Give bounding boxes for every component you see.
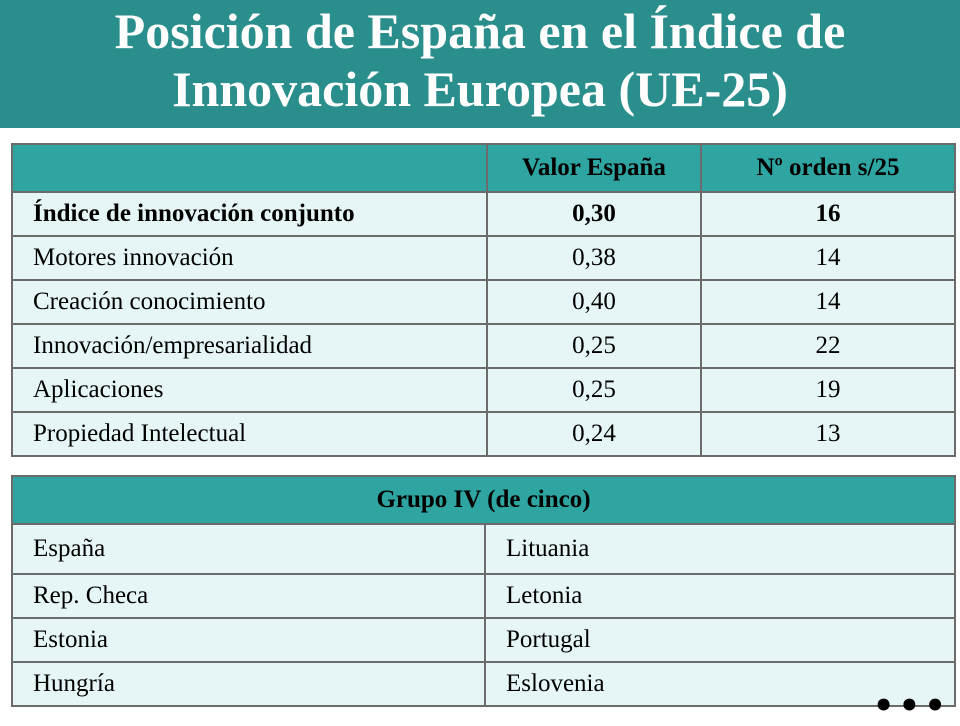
row-label: Propiedad Intelectual bbox=[11, 411, 488, 457]
slide-title: Posición de España en el Índice de Innov… bbox=[0, 2, 960, 118]
row-valor: 0,40 bbox=[486, 279, 702, 325]
row-orden: 19 bbox=[700, 367, 956, 413]
header-cell-empty bbox=[11, 143, 488, 193]
row-orden: 14 bbox=[700, 279, 956, 325]
row-valor: 0,25 bbox=[486, 367, 702, 413]
table-row: Propiedad Intelectual 0,24 13 bbox=[11, 411, 956, 457]
table-header-row: Valor España Nº orden s/25 bbox=[11, 143, 956, 193]
slide-title-line-2: Innovación Europea (UE-25) bbox=[172, 61, 788, 117]
country-cell: Rep. Checa bbox=[11, 573, 486, 619]
header-cell-valor: Valor España bbox=[486, 143, 702, 193]
title-bar: Posición de España en el Índice de Innov… bbox=[0, 0, 960, 128]
country-cell: Eslovenia bbox=[484, 661, 956, 707]
row-label: Motores innovación bbox=[11, 235, 488, 281]
country-cell: Lituania bbox=[484, 523, 956, 575]
country-cell: Letonia bbox=[484, 573, 956, 619]
country-cell: Hungría bbox=[11, 661, 486, 707]
table-row: Estonia Portugal bbox=[11, 617, 956, 663]
country-cell: Portugal bbox=[484, 617, 956, 663]
row-valor: 0,38 bbox=[486, 235, 702, 281]
innovation-index-table: Valor España Nº orden s/25 Índice de inn… bbox=[11, 143, 956, 457]
row-orden: 22 bbox=[700, 323, 956, 369]
more-indicator: ••• bbox=[872, 686, 950, 726]
row-orden: 13 bbox=[700, 411, 956, 457]
table-row: Rep. Checa Letonia bbox=[11, 573, 956, 619]
row-valor: 0,25 bbox=[486, 323, 702, 369]
group-header: Grupo IV (de cinco) bbox=[11, 475, 956, 525]
row-label: Innovación/empresarialidad bbox=[11, 323, 488, 369]
row-valor: 0,30 bbox=[486, 191, 702, 237]
row-label: Creación conocimiento bbox=[11, 279, 488, 325]
table-header-row: Grupo IV (de cinco) bbox=[11, 475, 956, 525]
country-cell: España bbox=[11, 523, 486, 575]
group-iv-table: Grupo IV (de cinco) España Lituania Rep.… bbox=[11, 475, 956, 707]
table-row: Hungría Eslovenia bbox=[11, 661, 956, 707]
slide-title-line-1: Posición de España en el Índice de bbox=[114, 3, 846, 59]
row-label: Índice de innovación conjunto bbox=[11, 191, 488, 237]
country-cell: Estonia bbox=[11, 617, 486, 663]
row-orden: 14 bbox=[700, 235, 956, 281]
row-label: Aplicaciones bbox=[11, 367, 488, 413]
row-valor: 0,24 bbox=[486, 411, 702, 457]
header-cell-orden: Nº orden s/25 bbox=[700, 143, 956, 193]
table-row: Innovación/empresarialidad 0,25 22 bbox=[11, 323, 956, 369]
table-row: Creación conocimiento 0,40 14 bbox=[11, 279, 956, 325]
table-row: Aplicaciones 0,25 19 bbox=[11, 367, 956, 413]
table-row: España Lituania bbox=[11, 523, 956, 575]
table-row: Motores innovación 0,38 14 bbox=[11, 235, 956, 281]
row-orden: 16 bbox=[700, 191, 956, 237]
table-row: Índice de innovación conjunto 0,30 16 bbox=[11, 191, 956, 237]
